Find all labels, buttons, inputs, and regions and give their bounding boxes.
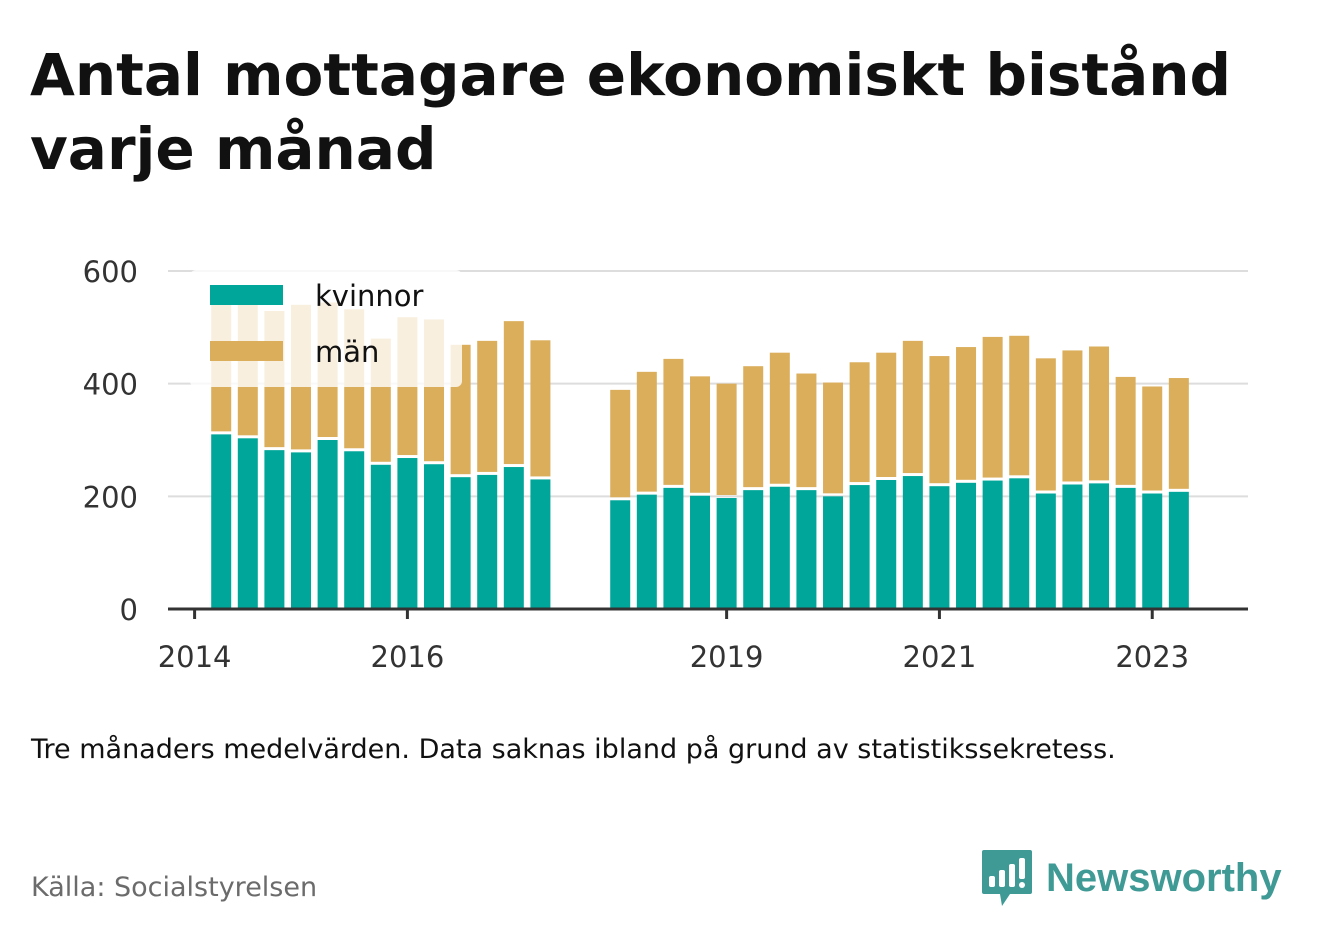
axes: 0 200 400 600 2014 2016 2019 2021 2023 (83, 255, 1248, 674)
bar-kvinnor-2018-10 (690, 495, 711, 609)
bar-man-2021-04 (956, 347, 977, 480)
bar-man-2017-01 (503, 321, 524, 465)
bar-kvinnor-2021-01 (929, 486, 950, 609)
bar-kvinnor-2019-07 (769, 486, 790, 609)
bar-kvinnor-2018-04 (636, 494, 657, 609)
bar-man-2017-04 (530, 340, 551, 477)
bar-kvinnor-2015-07 (344, 451, 365, 609)
bar-kvinnor-2021-07 (982, 480, 1003, 609)
bar-kvinnor-2022-01 (1035, 493, 1056, 609)
bar-man-2018-01 (610, 389, 631, 498)
bar-man-2022-04 (1062, 350, 1083, 482)
bar-man-2022-07 (1089, 346, 1110, 481)
x-tick-label: 2016 (371, 640, 445, 674)
bar-kvinnor-2019-10 (796, 490, 817, 609)
bar-kvinnor-2020-10 (902, 476, 923, 609)
bars (211, 294, 1189, 609)
x-tick-label: 2021 (903, 640, 977, 674)
bar-kvinnor-2014-10 (264, 450, 285, 609)
bar-kvinnor-2019-01 (716, 498, 737, 609)
bar-kvinnor-2023-04 (1168, 491, 1189, 609)
bar-man-2023-04 (1168, 378, 1189, 489)
y-tick-label: 0 (120, 593, 138, 627)
bar-kvinnor-2014-04 (211, 434, 232, 609)
legend-label-kvinnor: kvinnor (315, 279, 424, 313)
bar-kvinnor-2018-07 (663, 487, 684, 609)
bar-kvinnor-2021-04 (956, 482, 977, 609)
bar-kvinnor-2015-01 (291, 452, 312, 609)
x-tick-label: 2023 (1115, 640, 1189, 674)
bar-kvinnor-2022-07 (1089, 483, 1110, 609)
bar-man-2020-04 (849, 362, 870, 483)
bar-man-2018-10 (690, 376, 711, 493)
legend-label-man: män (315, 335, 379, 369)
bar-man-2020-01 (823, 382, 844, 494)
x-tick-label: 2014 (158, 640, 232, 674)
bar-man-2019-10 (796, 373, 817, 488)
newsworthy-logo-icon (982, 850, 1032, 906)
bar-kvinnor-2020-04 (849, 485, 870, 609)
bar-kvinnor-2016-04 (424, 464, 445, 609)
bar-kvinnor-2022-04 (1062, 484, 1083, 609)
bar-man-2022-01 (1035, 358, 1056, 491)
bar-kvinnor-2016-07 (450, 477, 471, 609)
stacked-bar-chart: 0 200 400 600 2014 2016 2019 2021 2023 kvinnor m… (83, 255, 1248, 674)
bar-kvinnor-2019-04 (743, 490, 764, 609)
bar-kvinnor-2020-01 (823, 496, 844, 609)
legend: kvinnor män (190, 270, 462, 387)
bar-kvinnor-2022-10 (1115, 487, 1136, 609)
chart-note: Tre månaders medelvärden. Data saknas ib… (31, 734, 1116, 765)
bar-man-2018-04 (636, 371, 657, 492)
bar-kvinnor-2020-07 (876, 479, 897, 609)
y-tick-label: 600 (83, 255, 138, 289)
bar-man-2020-10 (902, 340, 923, 474)
bar-man-2016-10 (477, 340, 498, 472)
newsworthy-logo: Newsworthy (980, 848, 1282, 908)
bar-kvinnor-2015-04 (317, 440, 338, 609)
bar-kvinnor-2017-01 (503, 467, 524, 609)
bar-kvinnor-2015-10 (370, 464, 391, 609)
bar-man-2018-07 (663, 358, 684, 485)
bar-man-2020-07 (876, 352, 897, 477)
bar-kvinnor-2016-01 (397, 458, 418, 609)
bar-man-2023-01 (1142, 386, 1163, 491)
legend-swatch-kvinnor (210, 285, 283, 305)
bar-man-2021-01 (929, 356, 950, 484)
bar-man-2019-04 (743, 366, 764, 488)
legend-swatch-man (210, 341, 283, 361)
source-credit: Källa: Socialstyrelsen (31, 872, 318, 903)
bar-kvinnor-2014-07 (237, 438, 258, 609)
bar-kvinnor-2018-01 (610, 500, 631, 609)
bar-kvinnor-2017-04 (530, 479, 551, 609)
bar-kvinnor-2023-01 (1142, 493, 1163, 609)
x-tick-label: 2019 (690, 640, 764, 674)
bar-man-2021-07 (982, 336, 1003, 478)
brand-name: Newsworthy (1046, 855, 1282, 900)
bar-kvinnor-2016-10 (477, 474, 498, 609)
bar-man-2019-01 (716, 383, 737, 496)
chart-title: Antal mottagare ekonomiskt bistånd varje… (30, 41, 1232, 183)
bar-man-2019-07 (769, 352, 790, 484)
bar-kvinnor-2021-10 (1009, 478, 1030, 609)
bar-man-2021-10 (1009, 335, 1030, 476)
bar-man-2022-10 (1115, 376, 1136, 485)
y-tick-label: 200 (83, 480, 138, 514)
y-tick-label: 400 (83, 368, 138, 402)
